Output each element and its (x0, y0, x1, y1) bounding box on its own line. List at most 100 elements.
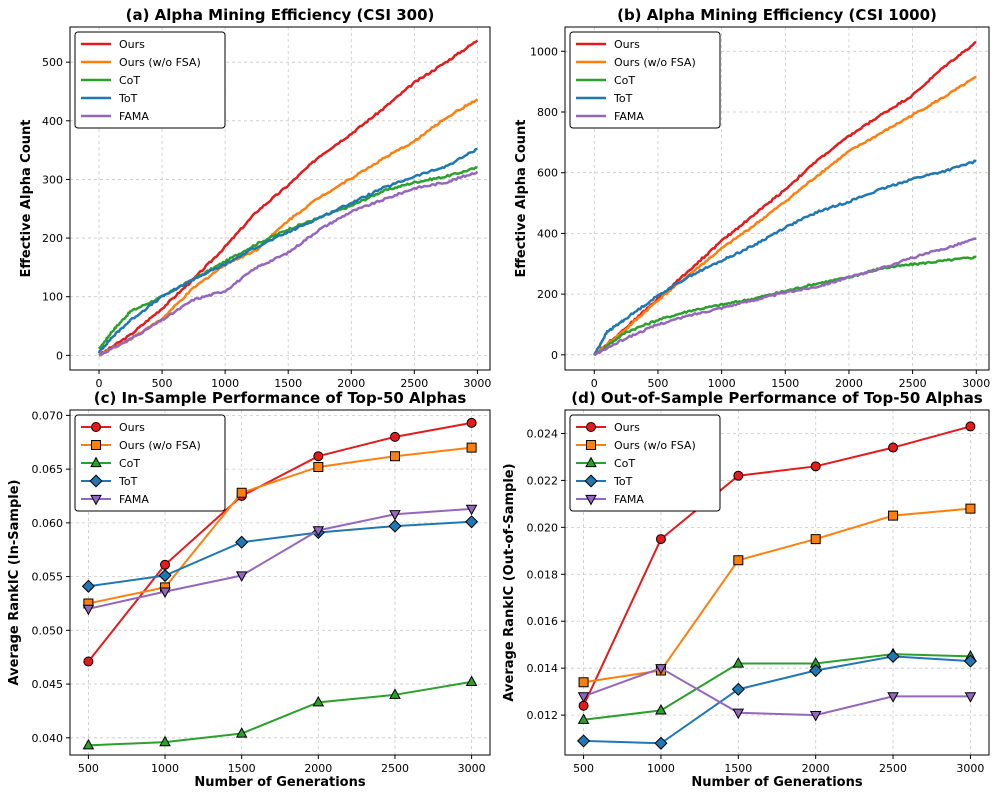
data-point-3-0 (81, 579, 95, 593)
x-tick-label: 2500 (879, 762, 907, 775)
plot-frame (564, 409, 990, 756)
legend-marker (586, 440, 596, 450)
x-tick-label: 3000 (956, 762, 984, 775)
legend-box (569, 31, 721, 129)
x-tick-label: 2500 (381, 762, 409, 775)
legend-marker (584, 474, 598, 488)
series-line-0 (98, 39, 479, 357)
x-axis-label: Number of Generations (691, 775, 862, 790)
y-tick-label: 0.024 (527, 427, 559, 440)
legend-marker (585, 494, 597, 506)
y-tick-label: 800 (537, 106, 558, 119)
chart-panel-2: 0 500 1000 1500 2000 2500 3000 0 200 400 600 800 100… (514, 6, 990, 390)
x-tick-label: 500 (647, 377, 668, 390)
y-tick-label: 0 (56, 349, 63, 362)
x-tick-label: 1000 (647, 762, 675, 775)
y-tick-label: 0.055 (32, 571, 64, 584)
y-tick-label: 0 (551, 349, 558, 362)
y-tick-label: 0.020 (527, 521, 559, 534)
y-axis-label: Average RankIC (Out-of-Sample) (502, 463, 517, 701)
series-line-4 (593, 237, 977, 356)
legend-marker (89, 474, 103, 488)
x-tick-label: 2500 (899, 377, 927, 390)
series-line-0 (582, 425, 971, 707)
series-line-3 (88, 520, 472, 588)
x-tick-label: 3000 (962, 377, 990, 390)
legend-label: CoT (119, 74, 140, 87)
data-point-0-4 (389, 431, 400, 442)
legend-label: Ours (w/o FSA) (119, 56, 201, 69)
y-axis-label: Effective Alpha Count (19, 120, 34, 278)
series-line-2 (583, 653, 971, 721)
data-point-3-5 (963, 654, 977, 668)
data-point-3-4 (886, 649, 900, 663)
data-point-1-2 (236, 487, 247, 498)
y-tick-label: 300 (42, 173, 63, 186)
y-tick-label: 0.016 (527, 615, 559, 628)
y-tick-label: 400 (42, 115, 63, 128)
data-point-4-3 (312, 526, 325, 537)
chart-title: (c) In-Sample Performance of Top-50 Alph… (94, 389, 467, 407)
legend-marker (586, 422, 596, 432)
chart-panel-3: 500 1000 1500 2000 2500 3000 0.040 0.045 0.050 0.… (7, 389, 491, 790)
x-tick-label: 1500 (274, 377, 302, 390)
data-point-2-0 (577, 713, 590, 724)
legend-marker (91, 440, 101, 450)
legend-label: Ours (119, 421, 145, 434)
x-tick-label: 1500 (228, 762, 256, 775)
data-point-0-4 (888, 442, 899, 453)
plot-frame (69, 409, 491, 756)
x-tick-label: 500 (573, 762, 594, 775)
y-tick-label: 0.012 (527, 709, 559, 722)
y-tick-label: 1000 (530, 45, 558, 58)
data-point-3-2 (731, 682, 745, 696)
legend-label: Ours (614, 421, 640, 434)
data-point-4-5 (465, 504, 478, 516)
chart-title: (a) Alpha Mining Efficiency (CSI 300) (126, 6, 435, 24)
series-line-3 (583, 655, 971, 745)
series-line-0 (593, 40, 977, 356)
x-tick-label: 1500 (771, 377, 799, 390)
data-point-1-5 (965, 503, 976, 514)
data-point-0-1 (655, 534, 666, 545)
series-line-0 (87, 421, 472, 663)
x-tick-label: 3000 (463, 377, 491, 390)
y-tick-label: 400 (537, 227, 558, 240)
x-tick-label: 3000 (458, 762, 486, 775)
x-tick-label: 0 (96, 377, 103, 390)
series-line-2 (593, 255, 977, 357)
legend-box (74, 414, 226, 512)
y-axis-label: Average RankIC (In-Sample) (7, 480, 22, 686)
x-tick-label: 2000 (802, 762, 830, 775)
data-point-1-0 (578, 677, 589, 688)
legend: Ours Ours (w/o FSA) CoT ToT FAMA (569, 31, 721, 129)
y-tick-label: 0.018 (527, 568, 559, 581)
data-point-2-2 (235, 727, 248, 738)
data-point-0-5 (965, 421, 976, 432)
y-tick-label: 0.022 (527, 474, 559, 487)
data-point-3-0 (577, 734, 591, 748)
data-point-2-1 (159, 735, 171, 747)
legend: Ours Ours (w/o FSA) CoT ToT FAMA (74, 414, 226, 512)
data-point-1-4 (888, 510, 899, 521)
series-line-4 (88, 507, 472, 610)
data-point-4-4 (389, 510, 401, 521)
y-tick-label: 0.014 (527, 662, 559, 675)
legend-label: Ours (119, 38, 145, 51)
legend-label: CoT (614, 457, 635, 470)
chart-title: (b) Alpha Mining Efficiency (CSI 1000) (617, 6, 937, 24)
legend-box (569, 414, 721, 512)
data-point-2-2 (732, 657, 745, 668)
data-point-4-5 (964, 692, 977, 703)
x-tick-label: 500 (152, 377, 173, 390)
legend-marker (91, 422, 101, 432)
y-tick-label: 500 (42, 56, 63, 69)
legend-label: ToT (118, 475, 138, 488)
series-line-4 (583, 667, 971, 717)
legend-label: Ours (w/o FSA) (614, 439, 696, 452)
legend-marker (585, 456, 597, 468)
legend-marker (90, 494, 102, 506)
data-point-3-1 (158, 568, 172, 583)
legend-label: FAMA (614, 110, 644, 123)
